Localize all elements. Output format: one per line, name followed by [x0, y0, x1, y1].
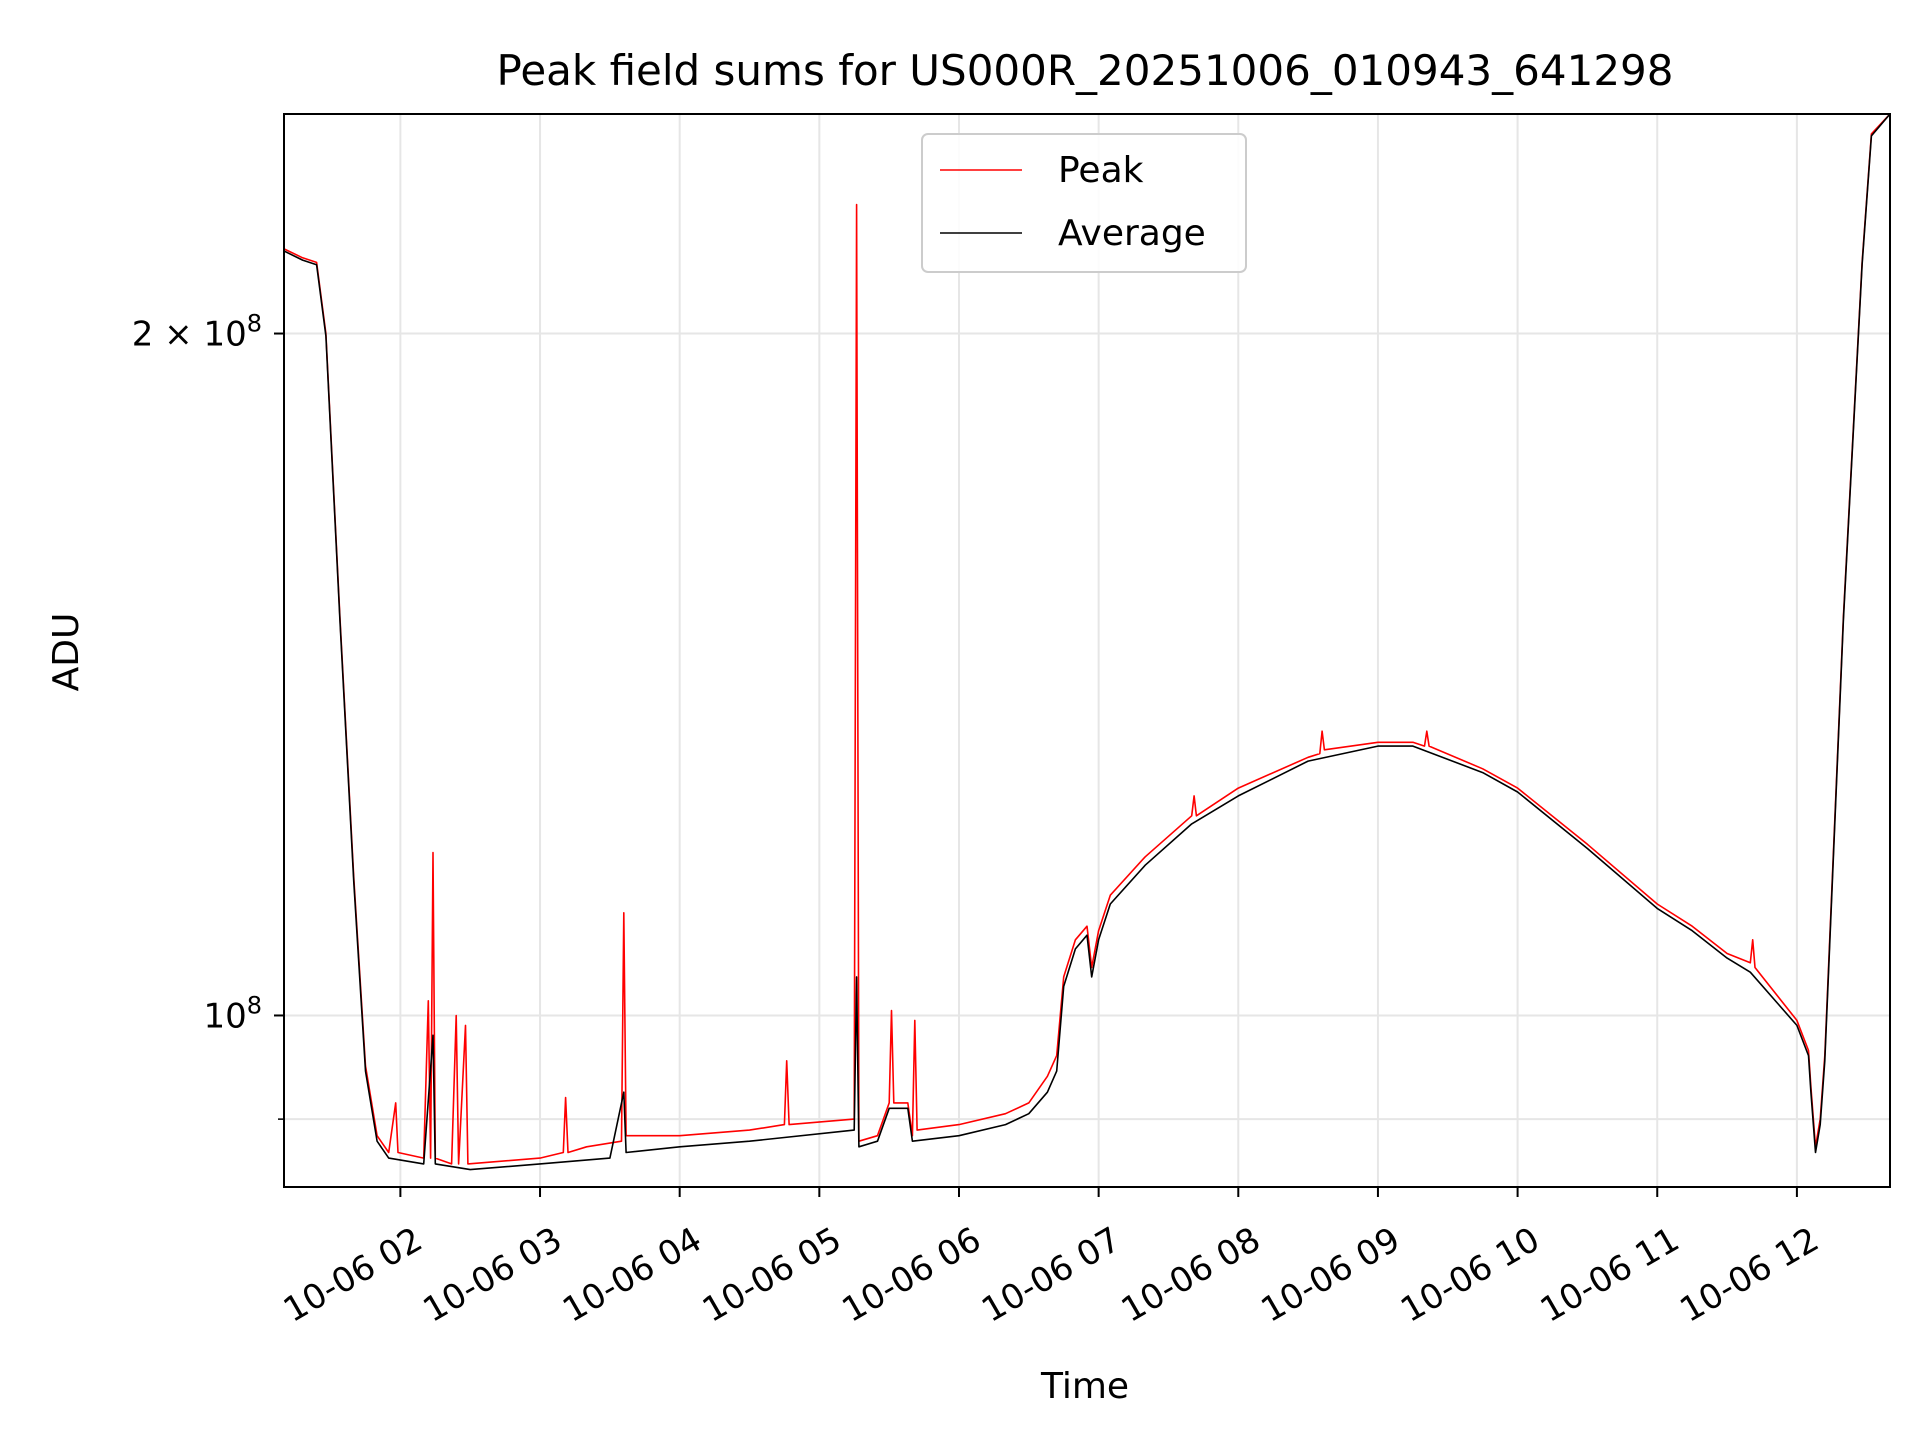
- y-tick-label: 108: [203, 991, 262, 1036]
- series-layer: [284, 114, 1890, 1171]
- legend-label-peak: Peak: [1058, 150, 1144, 191]
- y-axis: 108 2 × 108: [132, 310, 284, 1120]
- legend: Peak Average: [921, 133, 1247, 273]
- y-tick-label: 2 × 108: [132, 310, 262, 355]
- grid: [284, 114, 1890, 1187]
- legend-label-average: Average: [1058, 213, 1206, 254]
- chart-title: Peak field sums for US000R_20251006_0109…: [497, 46, 1674, 95]
- plot-frame: [283, 113, 1891, 1188]
- x-axis-label: Time: [1040, 1366, 1129, 1407]
- legend-box: [921, 133, 1247, 273]
- series-line-average: [284, 114, 1890, 1171]
- y-axis-label: ADU: [46, 613, 87, 692]
